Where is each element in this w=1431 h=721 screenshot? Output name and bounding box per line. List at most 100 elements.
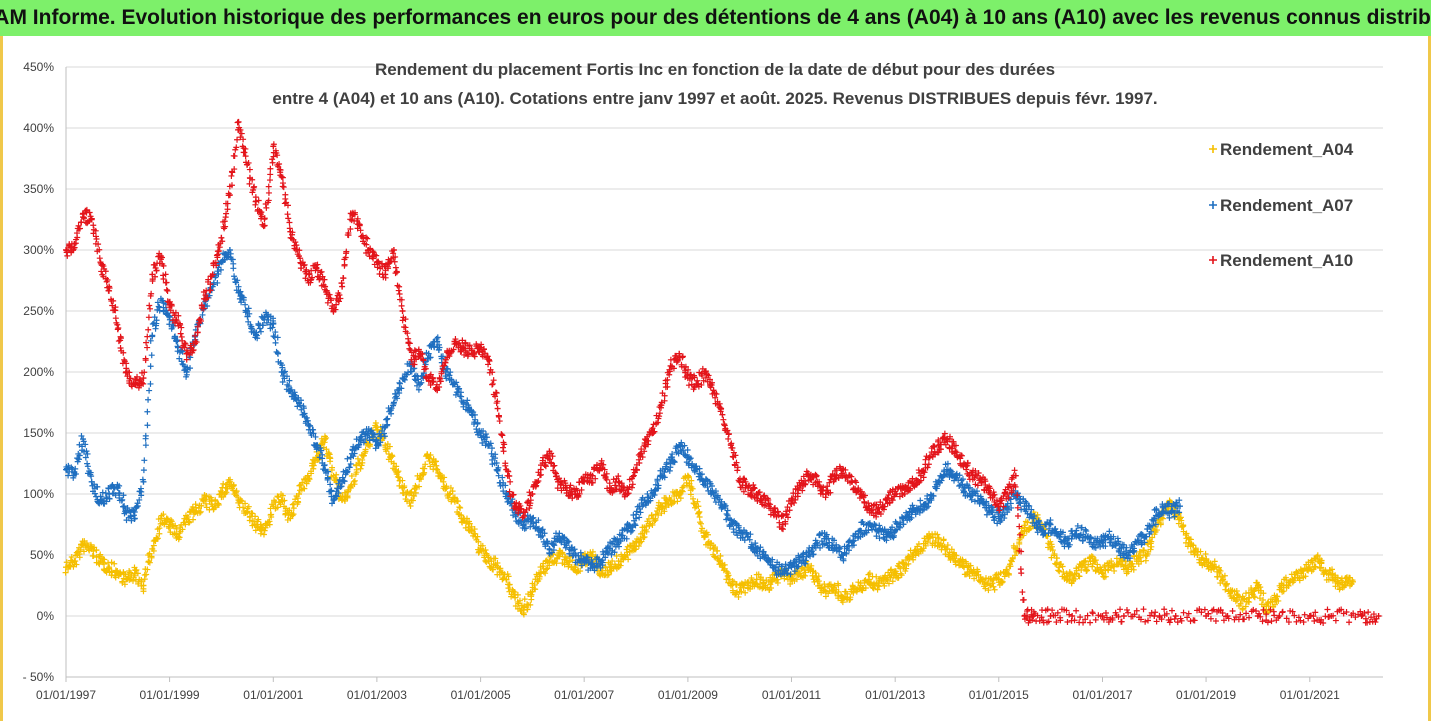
data-point-fill	[267, 171, 274, 178]
data-point-fill	[640, 534, 647, 541]
data-point-fill	[711, 553, 718, 560]
data-point-fill	[1059, 563, 1066, 570]
data-point-fill	[256, 325, 263, 332]
data-point-fill	[220, 493, 227, 500]
x-tick-label: 01/01/2013	[865, 688, 925, 702]
data-point-fill	[489, 566, 496, 573]
data-point-fill	[446, 491, 453, 498]
data-point-fill	[246, 514, 253, 521]
data-point-fill	[492, 555, 499, 562]
y-axis: - 50%0%50%100%150%200%250%300%350%400%45…	[23, 60, 67, 684]
data-point-fill	[101, 561, 108, 567]
data-point-fill	[1085, 561, 1092, 568]
data-point-fill	[142, 432, 149, 439]
data-point-fill	[164, 287, 171, 294]
data-point-fill	[167, 518, 174, 525]
data-point-fill	[76, 554, 83, 561]
data-point-fill	[889, 578, 896, 585]
report-banner: ADAM Informe. Evolution historique des p…	[0, 0, 1431, 36]
data-point-fill	[311, 457, 318, 464]
data-point	[157, 515, 164, 522]
data-point-fill	[141, 576, 148, 583]
scatter-chart: - 50%0%50%100%150%200%250%300%350%400%45…	[23, 60, 1383, 702]
data-point-fill	[154, 536, 161, 543]
data-point-fill	[223, 210, 230, 217]
y-tick-label: 250%	[23, 304, 54, 318]
data-point-fill	[577, 567, 584, 574]
data-point-fill	[768, 585, 775, 592]
data-point-fill	[917, 497, 924, 504]
data-point-fill	[341, 261, 348, 268]
data-point-fill	[1111, 567, 1118, 574]
data-point-fill	[63, 559, 70, 566]
data-point-fill	[821, 583, 828, 590]
data-point-fill	[919, 547, 926, 554]
data-point-fill	[691, 500, 698, 507]
x-tick-label: 01/01/2011	[762, 688, 821, 702]
data-point-fill	[212, 496, 219, 503]
data-point-fill	[812, 569, 819, 576]
data-point-fill	[103, 569, 110, 576]
data-point-fill	[930, 534, 937, 541]
data-point-fill	[160, 511, 167, 518]
data-point-fill	[422, 461, 429, 468]
data-point-fill	[154, 535, 161, 542]
data-point-fill	[285, 215, 292, 222]
data-point-fill	[1142, 557, 1149, 564]
x-axis: 01/01/1997 01/01/1999 01/01/2001 01/01/2003…	[36, 676, 1383, 702]
data-point-fill	[244, 508, 251, 515]
data-point-fill	[146, 559, 153, 566]
data-point-fill	[394, 473, 401, 480]
data-point-fill	[156, 525, 163, 532]
data-point-fill	[546, 562, 553, 569]
data-point-fill	[407, 489, 414, 496]
data-point-fill	[184, 513, 191, 520]
data-point-fill	[735, 593, 742, 600]
data-point-fill	[457, 504, 464, 511]
data-point-fill	[733, 590, 740, 597]
data-point-fill	[341, 497, 348, 504]
data-point-fill	[192, 501, 199, 508]
data-point-fill	[72, 558, 79, 565]
data-point-fill	[699, 525, 706, 532]
data-point-fill	[416, 483, 423, 490]
data-point-fill	[802, 572, 809, 579]
data-point-fill	[1073, 567, 1080, 574]
data-point-fill	[738, 588, 745, 595]
data-point-fill	[357, 465, 364, 472]
data-point-fill	[230, 482, 237, 489]
data-point-fill	[348, 472, 355, 479]
data-point-fill	[885, 580, 892, 587]
data-point-fill	[898, 572, 905, 579]
data-point-fill	[344, 455, 351, 462]
data-point-fill	[1005, 571, 1012, 578]
data-point-fill	[818, 584, 825, 591]
data-point-fill	[748, 575, 755, 582]
data-point-fill	[80, 548, 87, 555]
data-point-fill	[440, 478, 447, 485]
data-point-fill	[514, 591, 521, 598]
data-point-fill	[685, 473, 692, 480]
data-point-fill	[881, 582, 888, 589]
x-tick-label: 01/01/2001	[243, 688, 303, 702]
data-point-fill	[240, 504, 247, 511]
data-point-fill	[952, 561, 959, 568]
data-point-fill	[990, 583, 997, 590]
data-point-fill	[971, 575, 978, 582]
data-point-fill	[411, 493, 418, 500]
frame-border-left	[0, 36, 3, 721]
gridlines	[66, 66, 1383, 678]
series-Rendement_A07	[63, 247, 1183, 578]
data-point-fill	[274, 334, 281, 341]
data-point-fill	[496, 418, 503, 425]
data-point-fill	[447, 484, 454, 491]
data-point-fill	[325, 449, 332, 456]
data-point-fill	[395, 468, 402, 475]
data-point-fill	[678, 487, 685, 494]
data-point-fill	[1010, 542, 1017, 549]
data-point-fill	[688, 375, 695, 382]
data-point-fill	[122, 571, 129, 578]
data-point-fill	[133, 566, 140, 573]
data-point-fill	[456, 504, 463, 511]
data-point-fill	[231, 273, 238, 280]
